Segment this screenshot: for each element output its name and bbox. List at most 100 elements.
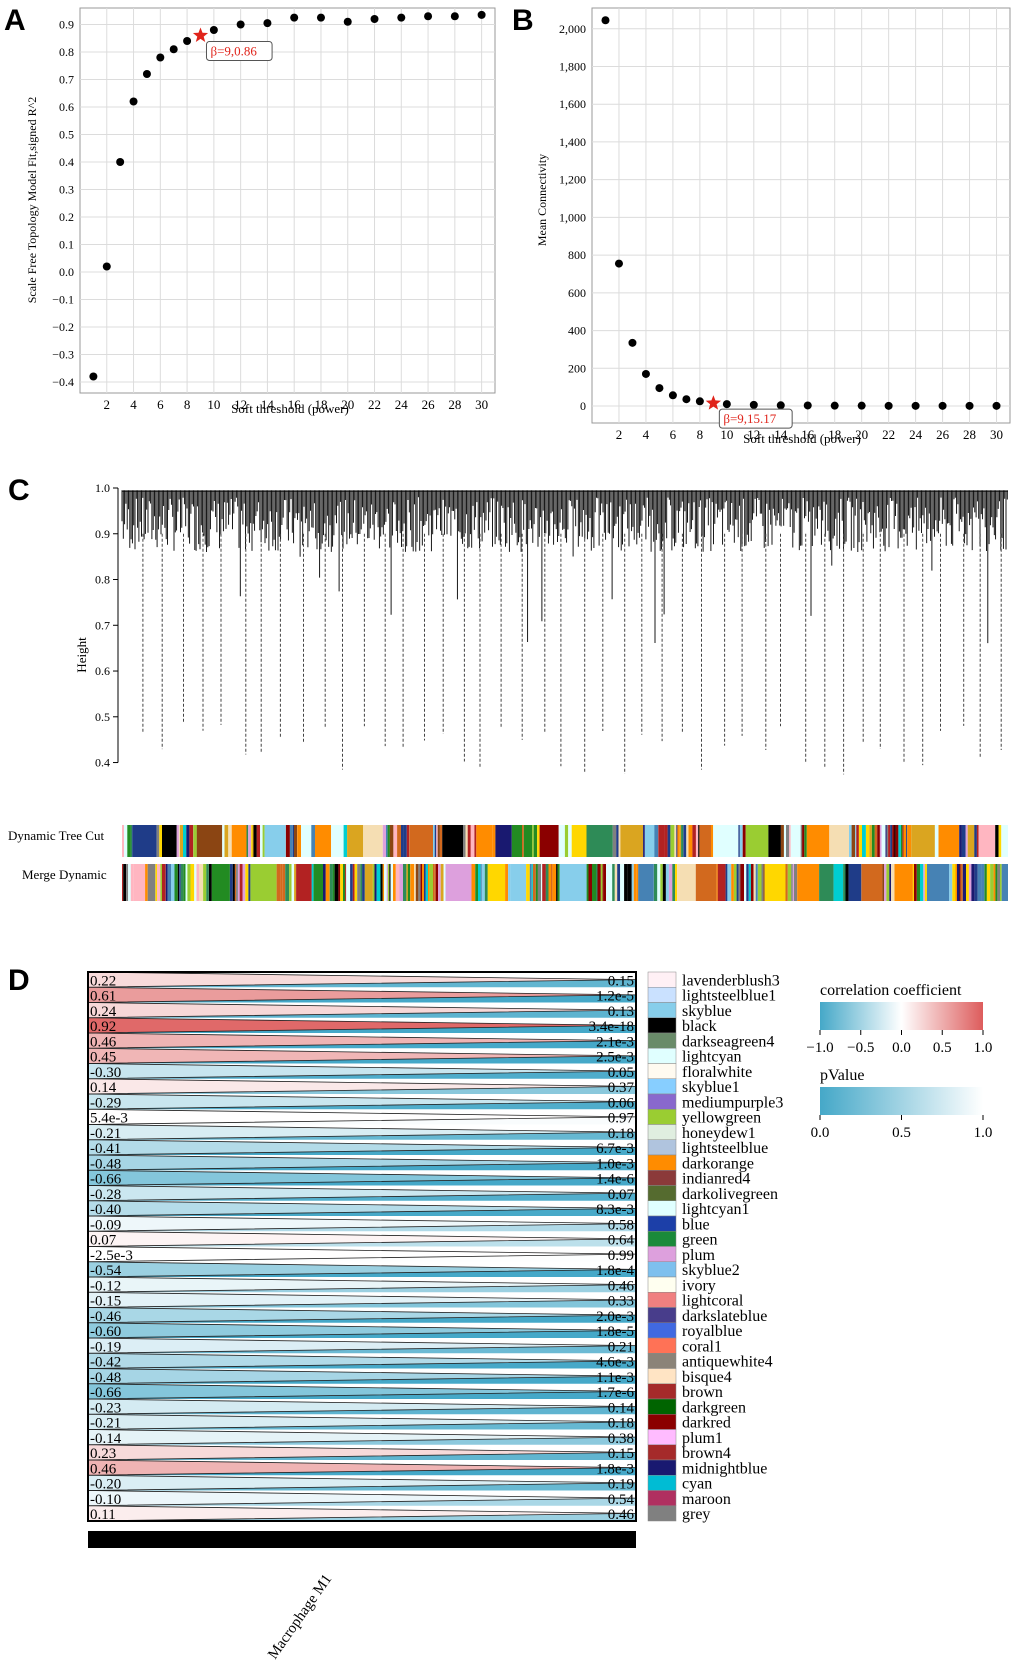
- corr-value: 0.46: [90, 1034, 117, 1050]
- merge-stripe: [352, 864, 355, 901]
- merge-stripe: [628, 864, 632, 901]
- x-tick-label: 14: [774, 427, 788, 442]
- merge-stripe: [508, 864, 511, 901]
- tree-cut-stripe: [476, 825, 493, 857]
- tree-cut-stripe: [768, 825, 781, 857]
- tree-cut-stripe: [892, 825, 895, 857]
- corr-value: -0.66: [90, 1172, 122, 1188]
- merge-stripe: [606, 864, 613, 901]
- corr-cell: [88, 1383, 636, 1399]
- data-point: [857, 401, 866, 410]
- module-name: blue: [682, 1216, 710, 1233]
- tree-cut-stripe: [658, 825, 665, 857]
- x-tick-label: 10: [720, 427, 733, 442]
- y-tick-label: −0.4: [52, 375, 74, 389]
- corr-cell: [88, 1017, 636, 1033]
- pvalue-value: 4.6e-3: [596, 1355, 634, 1371]
- merge-stripe: [445, 864, 472, 901]
- corr-cell: [88, 1429, 636, 1445]
- merge-stripe: [993, 864, 996, 901]
- module-name: black: [682, 1018, 717, 1035]
- y-tick-label: 1,200: [559, 173, 586, 187]
- merge-stripe: [406, 864, 408, 901]
- merge-stripe: [435, 864, 439, 901]
- merge-stripe: [891, 864, 895, 901]
- corr-value: -0.60: [90, 1324, 121, 1340]
- merge-stripe: [557, 864, 560, 901]
- tree-cut-stripe: [938, 825, 960, 857]
- merge-stripe: [126, 864, 129, 901]
- height-tick-label: 0.7: [95, 618, 110, 632]
- tree-cut-stripe: [437, 825, 440, 857]
- data-point: [641, 369, 650, 378]
- tree-cut-stripe: [620, 825, 644, 857]
- merge-stripe: [239, 864, 243, 901]
- pvalue-tick-label: 0.0: [811, 1125, 830, 1141]
- merge-stripe: [280, 864, 283, 901]
- merge-stripe: [399, 864, 403, 901]
- data-point: [614, 259, 623, 268]
- dendrogram-panel: 1.0 0.9 0.8 0.7 0.6 0.5 0.4 Height Dynamic Tre…: [8, 481, 1008, 901]
- merge-stripe: [974, 864, 978, 901]
- tree-cut-stripe: [978, 825, 996, 857]
- merge-stripe: [966, 864, 969, 901]
- x-tick-label: 10: [207, 397, 220, 412]
- merge-stripe: [443, 864, 446, 901]
- panel-label-b: B: [512, 4, 534, 37]
- x-tick-label: 12: [234, 397, 247, 412]
- x-tick-label: 30: [475, 397, 488, 412]
- pvalue-value: 0.05: [608, 1065, 634, 1081]
- x-tick-label: 26: [422, 397, 436, 412]
- tree-cut-stripe: [871, 825, 875, 857]
- module-name: maroon: [682, 1491, 731, 1508]
- y-tick-label: 600: [568, 286, 586, 300]
- corr-cell: [88, 1216, 636, 1232]
- data-point: [116, 158, 125, 166]
- data-point: [424, 12, 433, 21]
- module-swatch: [647, 1261, 677, 1278]
- merge-stripe: [914, 864, 917, 901]
- module-name: skyblue1: [682, 1079, 740, 1096]
- y-axis-label: Scale Free Topology Model Fit,signed R^2: [25, 97, 39, 304]
- pvalue-value: 0.99: [608, 1248, 634, 1264]
- height-axis-label: Height: [74, 637, 89, 673]
- y-tick-label: 1,800: [559, 59, 586, 73]
- merge-stripe: [559, 864, 587, 901]
- pvalue-value: 2.5e-3: [596, 1050, 634, 1066]
- corr-cell: [88, 1444, 636, 1460]
- merge-stripe: [748, 864, 751, 901]
- merge-stripe: [602, 864, 604, 901]
- corr-tick-label: 0.0: [892, 1040, 911, 1056]
- merge-stripe: [884, 864, 887, 901]
- merge-stripe: [434, 864, 436, 901]
- tree-cut-stripe: [178, 825, 180, 857]
- module-swatch: [647, 1292, 677, 1308]
- tree-cut-stripe: [393, 825, 398, 857]
- merge-stripe: [653, 864, 658, 901]
- merge-stripe: [389, 864, 391, 901]
- corr-value: 0.92: [90, 1019, 116, 1035]
- gene-dendrogram: [121, 490, 1008, 775]
- pvalue-cell: [88, 1261, 636, 1277]
- pvalue-cell: [88, 1185, 636, 1201]
- tree-cut-stripe: [780, 825, 784, 857]
- pvalue-value: 0.46: [608, 1278, 635, 1294]
- merge-stripe: [384, 864, 387, 901]
- merge-stripe: [971, 864, 975, 901]
- merge-stripe: [962, 864, 966, 901]
- module-name: bisque4: [682, 1369, 732, 1386]
- pvalue-cell: [88, 1002, 636, 1018]
- module-swatch: [647, 1002, 677, 1018]
- pvalue-value: 0.15: [608, 1446, 634, 1462]
- tree-cut-stripe: [401, 825, 404, 857]
- merge-stripe: [764, 864, 786, 901]
- data-point: [601, 16, 610, 25]
- tree-cut-stripe: [586, 825, 613, 857]
- merge-stripe: [165, 864, 168, 901]
- x-tick-label: 4: [130, 397, 137, 412]
- merge-stripe: [949, 864, 953, 901]
- merge-stripe: [551, 864, 553, 901]
- merge-stripe: [757, 864, 762, 901]
- corr-cell: [88, 1124, 636, 1140]
- corr-value: -0.23: [90, 1400, 121, 1416]
